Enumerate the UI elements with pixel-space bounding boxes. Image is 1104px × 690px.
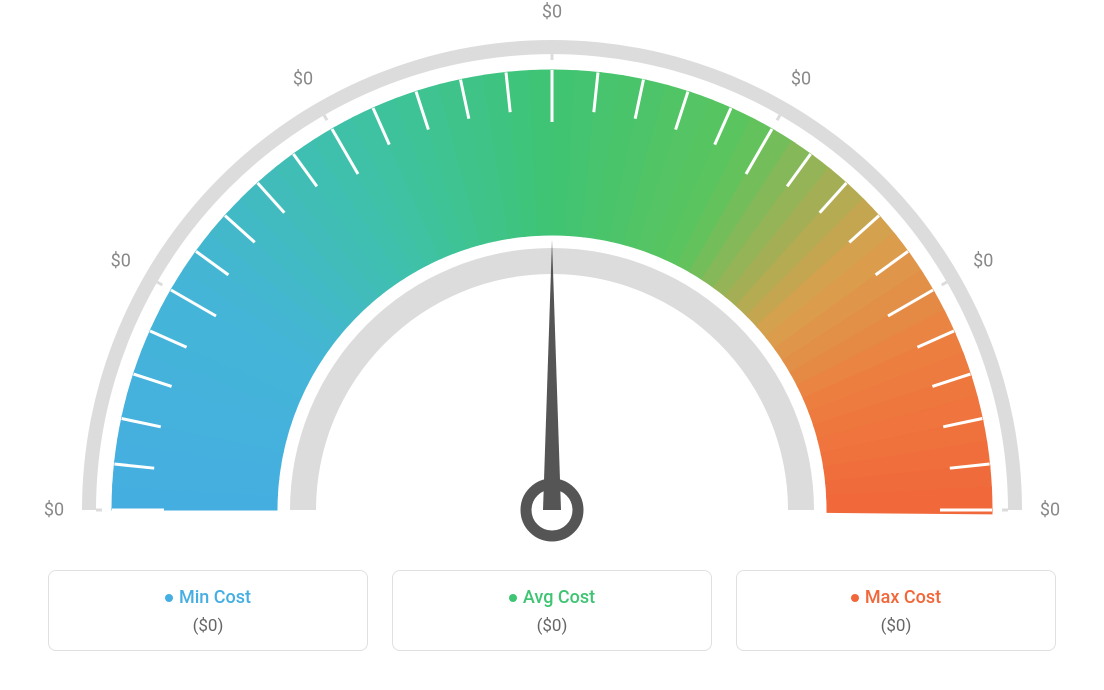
legend-label-avg: Avg Cost [523, 587, 595, 608]
legend-card-avg: Avg Cost ($0) [392, 570, 712, 651]
legend-dot-avg [509, 594, 517, 602]
legend-value-avg: ($0) [393, 616, 711, 636]
gauge-svg [0, 0, 1104, 560]
legend-card-max: Max Cost ($0) [736, 570, 1056, 651]
legend-value-max: ($0) [737, 616, 1055, 636]
gauge-tick-label: $0 [791, 68, 811, 89]
gauge-tick-label: $0 [293, 68, 313, 89]
legend-title-min: Min Cost [49, 587, 367, 608]
legend-value-min: ($0) [49, 616, 367, 636]
gauge-tick-label: $0 [111, 251, 131, 272]
legend-dot-max [851, 594, 859, 602]
legend-title-max: Max Cost [737, 587, 1055, 608]
legend-card-min: Min Cost ($0) [48, 570, 368, 651]
legend-row: Min Cost ($0) Avg Cost ($0) Max Cost ($0… [0, 570, 1104, 651]
legend-label-max: Max Cost [865, 587, 941, 608]
gauge-tick-label: $0 [973, 251, 993, 272]
gauge-chart: $0 $0 $0 $0 $0 $0 $0 [0, 0, 1104, 560]
legend-label-min: Min Cost [179, 587, 251, 608]
gauge-tick-label: $0 [44, 500, 64, 521]
gauge-tick-label: $0 [542, 2, 562, 23]
legend-title-avg: Avg Cost [393, 587, 711, 608]
legend-dot-min [165, 594, 173, 602]
gauge-tick-label: $0 [1040, 500, 1060, 521]
